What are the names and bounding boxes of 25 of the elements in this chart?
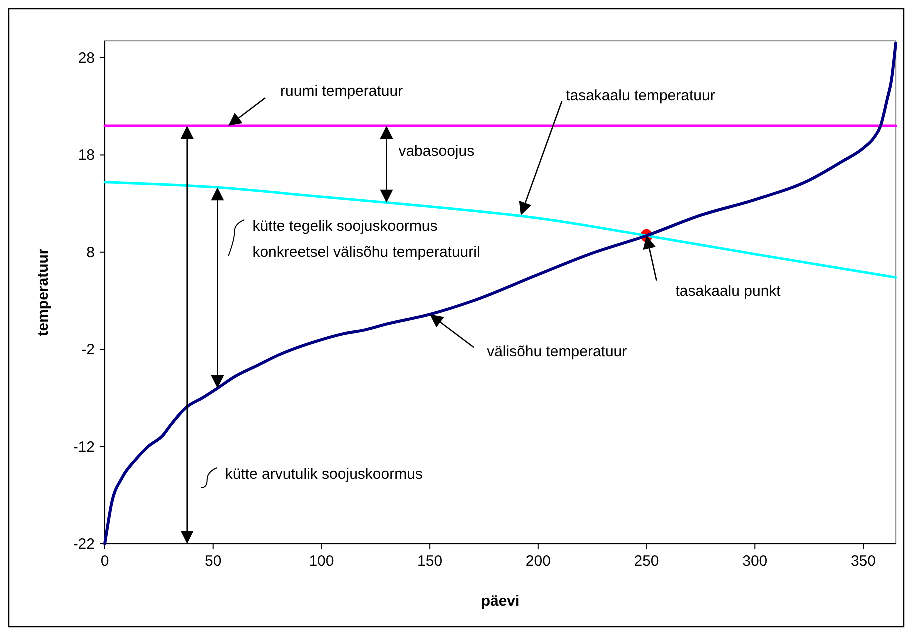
annotation: välisõhu temperatuur	[487, 344, 628, 361]
x-tick-label: 300	[742, 553, 768, 570]
y-tick-label: 8	[86, 244, 95, 262]
x-tick-label: 350	[850, 553, 876, 570]
y-tick-label: 18	[78, 147, 95, 164]
annotation: ruumi temperatuur	[280, 83, 404, 100]
y-tick-label: -22	[73, 536, 95, 553]
y-tick-label: -12	[73, 438, 95, 456]
annotation: tasakaalu punkt	[676, 282, 782, 300]
x-tick-label: 150	[418, 553, 443, 570]
annotation: vabasoojus	[398, 143, 475, 160]
x-tick-label: 100	[309, 553, 334, 570]
annotation: kütte arvutulik soojuskoormus	[225, 466, 423, 483]
annotation: tasakaalu temperatuur	[566, 87, 716, 104]
y-axis-title: temperatuur	[35, 248, 52, 336]
line-series	[104, 42, 898, 546]
line-series	[104, 181, 898, 279]
y-tick-label: -2	[82, 342, 95, 359]
y-tick-label: 28	[78, 50, 95, 68]
annotation: kütte tegelik soojuskoormus konkreetsel välisõhu temperatuuril	[252, 218, 480, 261]
x-tick-label: 250	[634, 553, 660, 570]
x-tick-label: 50	[205, 553, 222, 570]
x-tick-label: 200	[526, 553, 551, 570]
x-tick-label: 0	[100, 553, 110, 570]
x-axis-title: päevi	[481, 593, 520, 610]
